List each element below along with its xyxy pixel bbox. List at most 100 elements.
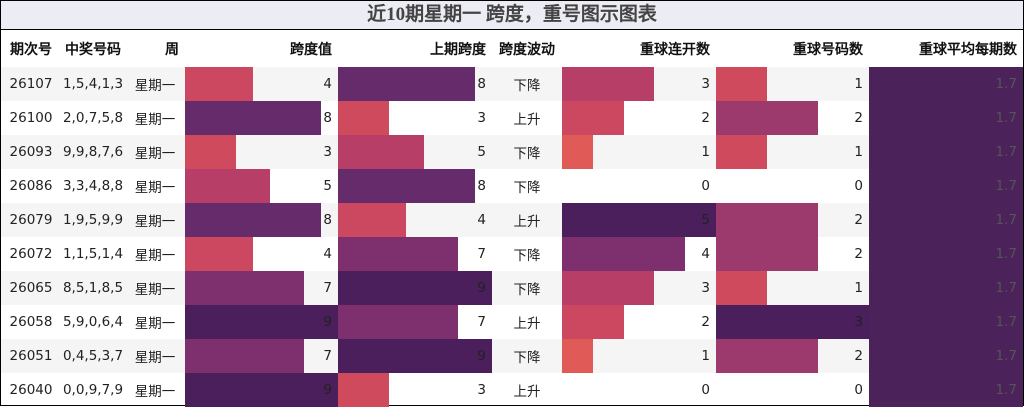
span-label: 5	[323, 178, 332, 194]
repeat-streak-cell: 1	[562, 339, 716, 373]
table-row: 26093 9,9,8,7,6 星期一 3 5 下降 1 1 1.7	[1, 135, 1023, 169]
span-label: 8	[323, 110, 332, 126]
prev-span-cell: 9	[338, 339, 492, 373]
prev-span-cell: 4	[338, 203, 492, 237]
repeat-avg-bar	[869, 373, 1023, 407]
numbers-cell: 8,5,1,8,5	[61, 271, 125, 305]
trend-cell: 下降	[492, 339, 562, 373]
repeat-streak-label: 1	[701, 144, 710, 160]
repeat-streak-bar	[562, 305, 624, 339]
trend-cell: 下降	[492, 135, 562, 169]
span-cell: 4	[185, 67, 338, 101]
repeat-avg-cell: 1.7	[869, 237, 1023, 271]
repeat-count-bar	[716, 67, 767, 101]
numbers-cell: 1,1,5,1,4	[62, 246, 124, 262]
prev-span-label: 3	[477, 382, 486, 398]
weekday-cell: 星期一	[134, 112, 176, 128]
trend-cell: 下降	[513, 248, 541, 264]
repeat-streak-bar	[562, 135, 593, 169]
prev-span-bar	[338, 203, 407, 237]
span-label: 4	[323, 246, 332, 262]
repeat-avg-cell: 1.7	[869, 101, 1023, 135]
prev-span-cell: 5	[338, 135, 492, 169]
table-row: 26086 3,3,4,8,8 星期一 5 8 下降 0 0 1.7	[1, 169, 1023, 203]
repeat-streak-cell: 4	[562, 237, 716, 271]
span-cell: 5	[185, 169, 338, 203]
repeat-count-bar	[716, 203, 818, 237]
prev-span-bar	[338, 373, 390, 407]
table-row: 26040 0,0,9,7,9 星期一 9 3 上升 0 0 1.7	[1, 373, 1023, 407]
header-repeat-avg: 重球平均每期数	[919, 41, 1017, 58]
repeat-count-cell: 0	[716, 373, 869, 407]
header-numbers: 中奖号码	[65, 41, 121, 58]
weekday-cell: 星期一	[125, 203, 185, 237]
span-bar	[185, 373, 338, 407]
repeat-avg-label: 1.7	[995, 348, 1017, 364]
repeat-streak-cell: 1	[562, 135, 716, 169]
repeat-count-cell: 1	[716, 135, 869, 169]
prev-span-bar	[338, 237, 458, 271]
span-label: 7	[323, 348, 332, 364]
repeat-avg-label: 1.7	[995, 382, 1017, 398]
repeat-streak-bar	[562, 101, 624, 135]
repeat-count-cell: 1	[716, 67, 869, 101]
span-label: 3	[323, 144, 332, 160]
span-cell: 9	[185, 373, 338, 407]
trend-cell: 下降	[492, 67, 562, 101]
table-row: 26100 2,0,7,5,8 星期一 8 3 上升 2 2 1.7	[1, 101, 1023, 135]
prev-span-bar	[338, 339, 492, 373]
repeat-avg-label: 1.7	[995, 110, 1017, 126]
trend-cell: 上升	[513, 384, 541, 400]
repeat-streak-label: 0	[701, 178, 710, 194]
weekday-cell: 星期一	[134, 316, 176, 332]
prev-span-label: 8	[477, 76, 486, 92]
span-label: 7	[323, 280, 332, 296]
weekday-cell: 星期一	[134, 180, 176, 196]
header-trend: 跨度波动	[499, 41, 555, 58]
span-bar	[185, 67, 253, 101]
span-bar	[185, 237, 253, 271]
repeat-streak-bar	[562, 67, 655, 101]
repeat-avg-bar	[869, 305, 1023, 339]
repeat-avg-bar	[869, 271, 1023, 305]
trend-cell: 下降	[513, 180, 541, 196]
repeat-avg-cell: 1.7	[869, 169, 1023, 203]
repeat-count-cell: 0	[716, 169, 869, 203]
repeat-streak-label: 2	[701, 110, 710, 126]
span-label: 9	[323, 314, 332, 330]
repeat-streak-cell: 0	[562, 373, 716, 407]
numbers-cell: 1,9,5,9,9	[61, 203, 125, 237]
span-bar	[185, 101, 321, 135]
header-repeat-count: 重球号码数	[793, 41, 863, 58]
span-cell: 4	[185, 237, 338, 271]
repeat-count-label: 1	[854, 76, 863, 92]
repeat-streak-cell: 5	[562, 203, 716, 237]
prev-span-label: 5	[477, 144, 486, 160]
repeat-count-cell: 2	[716, 237, 869, 271]
repeat-avg-cell: 1.7	[869, 373, 1023, 407]
prev-span-label: 3	[477, 110, 486, 126]
repeat-streak-label: 2	[701, 314, 710, 330]
prev-span-bar	[338, 305, 458, 339]
repeat-count-label: 2	[854, 110, 863, 126]
repeat-streak-cell: 2	[562, 305, 716, 339]
span-bar	[185, 305, 338, 339]
repeat-streak-cell: 3	[562, 271, 716, 305]
span-cell: 7	[185, 339, 338, 373]
prev-span-bar	[338, 271, 492, 305]
repeat-avg-label: 1.7	[995, 178, 1017, 194]
repeat-count-bar	[716, 339, 818, 373]
repeat-streak-cell: 0	[562, 169, 716, 203]
repeat-count-bar	[716, 271, 767, 305]
repeat-count-label: 0	[854, 382, 863, 398]
prev-span-cell: 8	[338, 67, 492, 101]
table-row: 26079 1,9,5,9,9 星期一 8 4 上升 5 2 1.7	[1, 203, 1023, 237]
repeat-avg-label: 1.7	[995, 314, 1017, 330]
period-cell: 26107	[1, 67, 61, 101]
span-bar	[185, 169, 270, 203]
repeat-avg-bar	[869, 67, 1023, 101]
span-cell: 3	[185, 135, 338, 169]
period-cell: 26051	[1, 339, 61, 373]
repeat-count-label: 2	[854, 212, 863, 228]
chart-title: 近10期星期一 跨度，重号图示图表	[1, 1, 1023, 30]
